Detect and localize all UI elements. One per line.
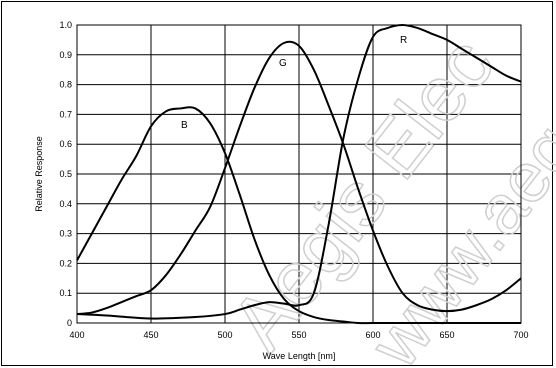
grid xyxy=(76,24,522,324)
series-line-g xyxy=(76,40,522,316)
x-tick-labels: 400 450 500 550 600 650 700 xyxy=(69,330,528,340)
y-tick-label: 0.3 xyxy=(59,229,72,239)
y-tick-label: 0.2 xyxy=(59,258,72,268)
x-tick-label: 450 xyxy=(143,330,158,340)
y-tick-label: 0 xyxy=(67,318,72,328)
watermark: Aegis Elec www.aeg xyxy=(213,20,556,368)
series-line-r xyxy=(76,23,522,320)
curve-label-r: R xyxy=(400,35,407,46)
y-tick-label: 0.9 xyxy=(59,50,72,60)
y-tick-label: 0.5 xyxy=(59,169,72,179)
y-tick-label: 0.8 xyxy=(59,80,72,90)
y-tick-label: 0.4 xyxy=(59,199,72,209)
x-tick-label: 500 xyxy=(217,330,232,340)
y-tick-label: 0.1 xyxy=(59,288,72,298)
y-tick-label: 1.0 xyxy=(59,20,72,30)
x-tick-label: 400 xyxy=(69,330,84,340)
plot-area-border xyxy=(76,24,522,324)
y-tick-label: 0.7 xyxy=(59,109,72,119)
y-axis-label: Relative Response xyxy=(34,136,44,212)
curve-label-b: B xyxy=(181,120,188,131)
x-tick-label: 650 xyxy=(439,330,454,340)
x-tick-label: 550 xyxy=(291,330,306,340)
x-tick-label: 700 xyxy=(513,330,528,340)
curve-label-g: G xyxy=(279,58,287,69)
y-tick-label: 0.6 xyxy=(59,139,72,149)
x-axis-label: Wave Length [nm] xyxy=(263,351,336,361)
y-tick-labels: 0 0.1 0.2 0.3 0.4 0.5 0.6 0.7 0.8 0.9 1.0 xyxy=(59,20,72,328)
x-tick-label: 600 xyxy=(365,330,380,340)
